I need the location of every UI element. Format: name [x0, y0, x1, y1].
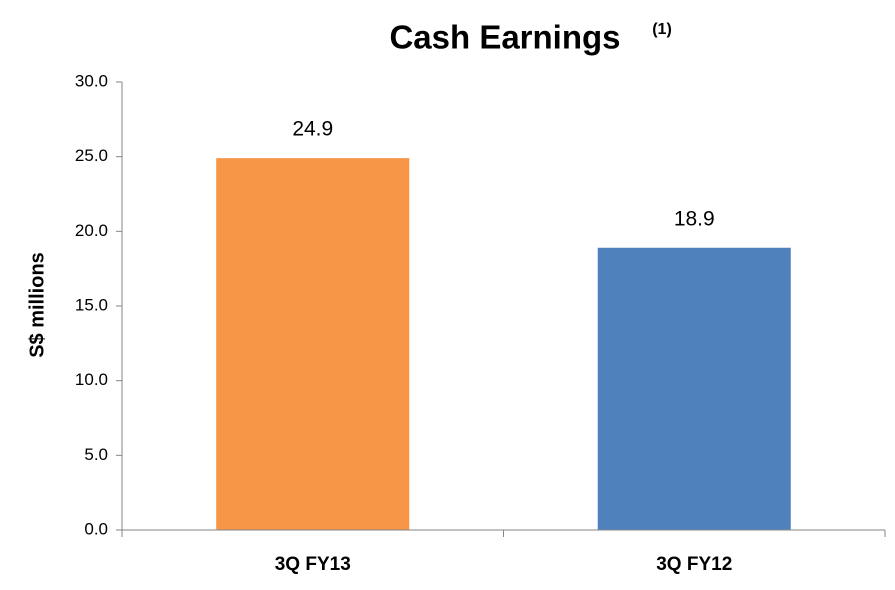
x-tick-label: 3Q FY12 — [656, 554, 732, 575]
chart-title: Cash Earnings — [389, 19, 620, 56]
y-tick-label: 20.0 — [75, 221, 108, 240]
y-tick-label: 25.0 — [75, 146, 108, 165]
y-tick-label: 10.0 — [75, 370, 108, 389]
value-label: 24.9 — [292, 118, 333, 141]
y-tick-label: 30.0 — [75, 71, 108, 90]
y-tick-label: 5.0 — [84, 445, 108, 464]
x-tick-label: 3Q FY13 — [275, 554, 351, 575]
value-label: 18.9 — [674, 207, 715, 230]
bar — [597, 247, 791, 530]
y-tick-label: 0.0 — [84, 519, 108, 538]
y-tick-label: 15.0 — [75, 295, 108, 314]
title-superscript: (1) — [652, 21, 672, 38]
bar — [216, 158, 410, 530]
y-axis-label: S$ millions — [26, 252, 48, 358]
